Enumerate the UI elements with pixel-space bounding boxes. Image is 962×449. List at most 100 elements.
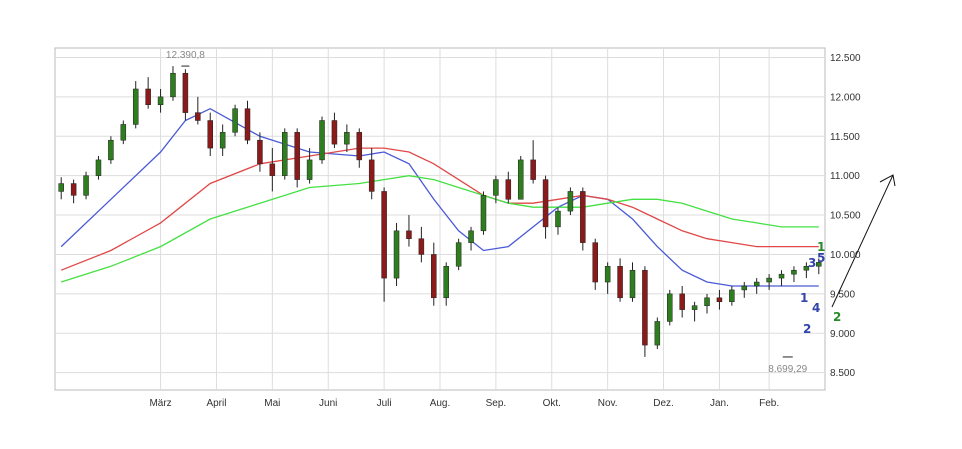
y-tick-label: 10.000 — [830, 250, 861, 261]
candle-body — [530, 159, 536, 180]
x-tick-label: Juli — [377, 398, 392, 409]
candle-body — [95, 159, 102, 176]
candle-body — [617, 266, 623, 299]
x-tick-label: April — [206, 398, 226, 409]
candle-body — [555, 210, 561, 228]
candle-body — [716, 297, 723, 302]
y-tick-label: 12.500 — [830, 53, 861, 64]
candle-body — [604, 266, 611, 283]
candle-body — [306, 159, 313, 180]
x-tick-label: Mai — [264, 398, 280, 409]
candle-body — [455, 242, 462, 267]
wave-label-1-green: 1 — [817, 240, 825, 254]
candle-body — [182, 72, 189, 113]
price-annotations: 12.390,8 8.699,29 — [166, 50, 808, 375]
x-tick-label: Sep. — [486, 398, 507, 409]
data-source-label-band — [55, 412, 145, 422]
candle-body — [691, 305, 698, 310]
x-tick-label: Feb. — [759, 398, 779, 409]
candle-body — [816, 262, 822, 267]
moving-average-line-2 — [60, 147, 819, 271]
candle-body — [431, 254, 437, 299]
x-tick-label: Dez. — [653, 398, 674, 409]
candle-body — [791, 269, 797, 275]
candle-body — [629, 269, 636, 299]
candle-body — [269, 163, 276, 176]
y-tick-label: 9.500 — [830, 289, 855, 300]
candle-body — [145, 88, 151, 105]
x-tick-label: Jan. — [710, 398, 729, 409]
y-tick-label: 10.500 — [830, 211, 861, 222]
wave-label-2-blue: 2 — [803, 322, 811, 336]
candle-body — [517, 159, 524, 200]
candle-body — [344, 132, 350, 145]
wave-label-5-blue: 5 — [817, 251, 825, 265]
candle-body — [70, 183, 77, 196]
candle-body — [654, 321, 661, 346]
x-tick-label: Aug. — [430, 398, 451, 409]
wave-label-4-blue: 4 — [812, 301, 820, 315]
candle-body — [443, 266, 449, 299]
candle-body — [331, 120, 338, 145]
x-tick-label: Nov. — [598, 398, 618, 409]
y-tick-label: 12.000 — [830, 92, 861, 103]
candle-body — [741, 285, 748, 291]
x-axis-ticks: März April Mai Juni Juli Aug. Sep. Okt. Nov. Dez.… — [149, 398, 779, 409]
moving-average-line-1 — [60, 107, 819, 287]
candle-body — [319, 120, 325, 161]
candle-body — [542, 179, 549, 228]
candle-body — [257, 139, 263, 165]
x-tick-label: Juni — [319, 398, 337, 409]
candle-body — [368, 159, 375, 192]
wave-label-2-green: 2 — [833, 310, 841, 324]
wave-label-3-blue: 3 — [808, 256, 816, 270]
candle-body — [170, 72, 176, 98]
candle-body — [567, 191, 574, 212]
candle-body — [679, 293, 685, 310]
candle-body — [729, 289, 735, 302]
candle-body — [418, 238, 425, 255]
candle-body — [642, 269, 648, 346]
candle-body — [195, 112, 201, 121]
candle-body — [493, 179, 499, 196]
candle-body — [120, 124, 127, 141]
moving-average-line-3 — [61, 175, 819, 283]
candle-body — [505, 179, 512, 200]
candle-body — [244, 108, 251, 141]
y-tick-label: 11.000 — [830, 171, 860, 182]
wave-label-1-blue: 1 — [800, 291, 808, 305]
y-axis-ticks: 12.500 12.000 11.500 11.000 10.500 10.000 9.50… — [830, 53, 861, 379]
x-tick-label: März — [149, 398, 171, 409]
candle-body — [294, 132, 300, 180]
forecast-arrow — [831, 174, 896, 308]
high-annotation: 12.390,8 — [166, 50, 205, 61]
elliott-wave-labels: 1 2 3 4 5 1 2 — [800, 240, 841, 336]
candlesticks — [58, 66, 822, 357]
candle-body — [468, 230, 474, 243]
candle-body — [132, 88, 139, 125]
candle-body — [704, 297, 710, 306]
candle-body — [207, 120, 213, 149]
candle-body — [393, 230, 400, 279]
candle-body — [83, 175, 89, 196]
x-tick-label: Okt. — [543, 398, 561, 409]
candle-body — [580, 191, 586, 243]
candle-body — [356, 132, 363, 161]
candle-body — [480, 195, 487, 232]
candle-body — [667, 293, 673, 322]
low-annotation: 8.699,29 — [768, 364, 807, 375]
candle-body — [766, 277, 772, 283]
moving-averages — [60, 107, 819, 287]
candle-body — [219, 132, 226, 149]
candle-body — [753, 281, 760, 287]
y-tick-label: 9.000 — [830, 329, 855, 340]
candle-body — [381, 191, 387, 279]
candle-body — [406, 230, 412, 239]
candle-body — [592, 242, 598, 283]
y-tick-label: 11.500 — [830, 132, 860, 143]
candle-body — [157, 96, 164, 105]
candle-body — [58, 183, 64, 192]
candle-body — [108, 139, 114, 161]
y-tick-label: 8.500 — [830, 368, 855, 379]
